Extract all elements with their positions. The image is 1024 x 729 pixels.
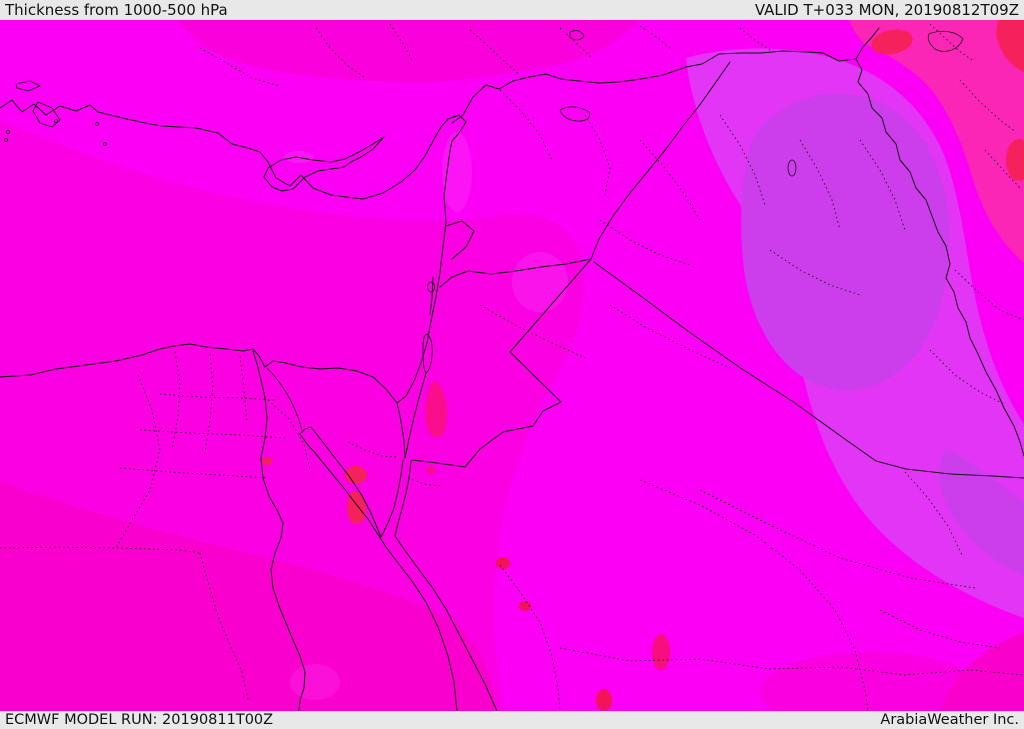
red-sea-west-coast (299, 433, 458, 712)
deep-pink-dot-aqaba (427, 466, 435, 474)
red-spot-suez-west (262, 457, 272, 465)
pink-northeast-fill (850, 20, 1024, 263)
red-spot-saudi-south (596, 689, 612, 711)
deep-pink-blob-south-jordan (425, 381, 448, 438)
red-blob-east-edge (1006, 139, 1024, 181)
local-thickness-spots (262, 381, 670, 711)
red-spot-sinai-north (345, 466, 367, 484)
light-patch-cyprus (284, 151, 314, 163)
purple-medium-southeast-fill (939, 448, 1024, 576)
light-patch-upper-egypt (290, 664, 340, 700)
credit-label: ArabiaWeather Inc. (880, 711, 1019, 728)
admin-boundaries (0, 23, 1024, 712)
sinai-west-coast (310, 426, 404, 538)
arava-border (404, 372, 427, 459)
red-spot-tabuk (519, 601, 531, 611)
jordan-saudi-border (411, 258, 592, 468)
lake-assad (559, 106, 591, 122)
iraq-saudi-border (593, 261, 1024, 479)
suez-gulf-head (299, 426, 312, 435)
lebanon-border (445, 220, 475, 260)
header-bar: Thickness from 1000-500 hPa VALID T+033 … (0, 0, 1024, 20)
pink-northeast-region (850, 20, 1024, 263)
red-sea-coastlines (266, 367, 498, 712)
syria-iraq-border (590, 61, 731, 260)
thickness-map (0, 20, 1024, 729)
footer-bar: ECMWF MODEL RUN: 20190811T00Z ArabiaWeat… (0, 711, 1024, 729)
band-south-pink-patch (760, 652, 980, 729)
syria-jordan-border (439, 258, 592, 288)
aegean-islands (4, 80, 107, 146)
red-blob-corner (996, 20, 1024, 72)
red-spot-sinai-south (347, 491, 366, 524)
lake-van (927, 30, 964, 52)
nile-river (252, 350, 306, 712)
cyprus-island (263, 136, 385, 192)
jordan-river-border (429, 276, 434, 315)
lake-tharthar (787, 159, 797, 177)
egypt-coastline (0, 343, 398, 404)
purple-medium-fill (741, 93, 950, 391)
model-run-label: ECMWF MODEL RUN: 20190811T00Z (5, 711, 274, 728)
light-patch-east-jordan (512, 252, 568, 312)
band-turkey-pink-fill (178, 20, 640, 83)
turkey-syria-iraq-border (451, 50, 857, 124)
thickness-map-svg (0, 20, 1024, 729)
band-deep-magenta-fill (0, 482, 497, 711)
turkey-levant-coastline (0, 99, 467, 404)
red-spot-hejaz (496, 557, 510, 569)
sea-of-galilee (427, 281, 435, 293)
country-borders (396, 27, 1024, 479)
suez-canal (266, 367, 303, 431)
map-title: Thickness from 1000-500 hPa (5, 0, 228, 19)
small-anatolian-lake (569, 30, 585, 41)
valid-time-label: VALID T+033 MON, 20190812T09Z (754, 0, 1019, 19)
egypt-israel-border (396, 402, 406, 459)
rose-spot-saudi (652, 634, 670, 670)
purple-thickness-region (686, 48, 1024, 619)
red-sea-east-coast (394, 460, 498, 712)
coastlines (0, 80, 498, 712)
turkey-armenia-border (855, 27, 880, 60)
iraq-iran-border (855, 58, 1024, 457)
red-blob-northeast (871, 29, 913, 55)
